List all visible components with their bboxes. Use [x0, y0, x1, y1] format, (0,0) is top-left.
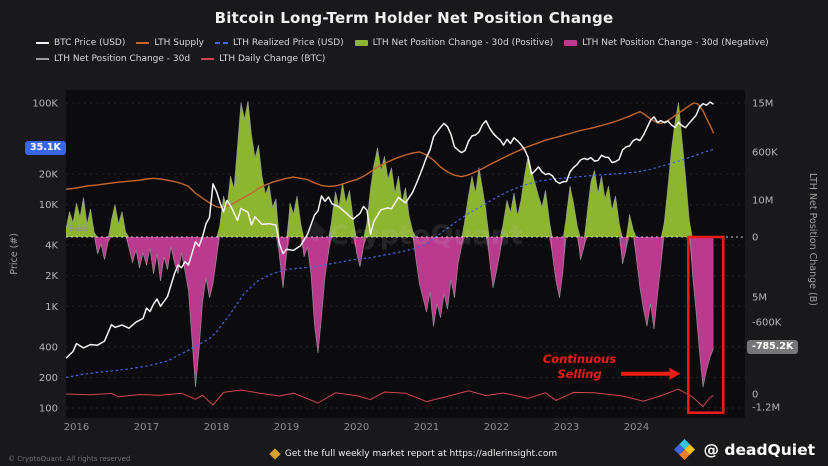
svg-text:2K: 2K [45, 271, 58, 282]
svg-text:10M: 10M [752, 196, 773, 207]
legend-item-lth-supply[interactable]: LTH Supply [136, 38, 204, 48]
legend-row-1: BTC Price (USD) LTH Supply LTH Realized … [36, 38, 822, 48]
svg-text:2024: 2024 [624, 422, 649, 433]
svg-text:1K: 1K [45, 302, 58, 313]
legend-item-npc-positive[interactable]: LTH Net Position Change - 30d (Positive) [354, 38, 554, 48]
realized-price-current-badge: 35.1K [25, 141, 66, 156]
svg-text:2022: 2022 [484, 422, 509, 433]
svg-text:2019: 2019 [274, 422, 299, 433]
gridlines [66, 102, 745, 409]
legend-label: LTH Realized Price (USD) [232, 38, 344, 48]
legend-label: LTH Net Position Change - 30d (Negative) [582, 38, 769, 48]
svg-text:2020: 2020 [344, 422, 369, 433]
right-axis-ticks: 15M 10M 5M 0 600K 0 -600K -1.2M [752, 99, 782, 414]
svg-text:200: 200 [39, 373, 58, 384]
x-axis-ticks: 2016 2017 2018 2019 2020 2021 2022 2023 2024 [64, 422, 649, 433]
legend-marker [36, 42, 49, 44]
legend-label: LTH Net Position Change - 30d (Positive) [372, 38, 554, 48]
svg-text:0: 0 [752, 233, 758, 244]
right-axis-title: LTH Net Position Change (B) [807, 173, 818, 306]
brand-text: @ deadQuiet [703, 440, 815, 459]
legend-item-daily-change[interactable]: LTH Daily Change (BTC) [201, 54, 325, 64]
brand-signature: @ deadQuiet [674, 439, 815, 460]
svg-text:2023: 2023 [554, 422, 579, 433]
svg-text:4K: 4K [45, 241, 58, 252]
svg-text:400: 400 [39, 342, 58, 353]
legend-label: BTC Price (USD) [54, 38, 126, 48]
svg-text:20K: 20K [39, 170, 59, 181]
svg-text:2021: 2021 [414, 422, 439, 433]
left-axis-title: Price (#) [9, 233, 20, 275]
daily-change-line [66, 388, 714, 408]
left-axis-ticks: 100K 20K 10K 4K 2K 1K 400 200 100 [32, 99, 58, 415]
base-label: Base [69, 224, 89, 233]
svg-text:-1.2M: -1.2M [752, 403, 780, 414]
legend-label: LTH Daily Change (BTC) [219, 54, 326, 64]
npc-outline-line [66, 100, 714, 388]
legend-label: LTH Supply [154, 38, 204, 48]
lth-supply-line [66, 102, 715, 209]
legend-item-btc-price[interactable]: BTC Price (USD) [36, 38, 125, 48]
svg-text:0: 0 [752, 390, 758, 401]
svg-text:100K: 100K [32, 99, 58, 110]
svg-text:2016: 2016 [64, 422, 89, 433]
legend: BTC Price (USD) LTH Supply LTH Realized … [36, 38, 822, 64]
svg-text:2018: 2018 [204, 422, 229, 433]
legend-marker [354, 40, 368, 46]
series-layer [66, 100, 715, 408]
chart-title: Bitcoin Long-Term Holder Net Position Ch… [214, 9, 614, 27]
legend-item-npc-line[interactable]: LTH Net Position Change - 30d [36, 54, 190, 64]
annotation-line-1: Continuous [542, 352, 617, 366]
highlight-box [687, 235, 725, 414]
legend-marker [201, 58, 215, 60]
svg-text:-600K: -600K [752, 318, 782, 329]
svg-text:600K: 600K [752, 148, 778, 159]
report-link[interactable]: Get the full weekly market report at htt… [0, 448, 828, 460]
cryptoquant-watermark: CryptoQuant [329, 220, 523, 251]
report-link-text: Get the full weekly market report at htt… [284, 449, 558, 459]
deadquiet-logo-icon [674, 439, 696, 460]
legend-marker [136, 42, 150, 44]
svg-text:10K: 10K [39, 200, 59, 211]
legend-item-npc-negative[interactable]: LTH Net Position Change - 30d (Negative) [564, 38, 769, 48]
cryptoquant-logo-icon [269, 448, 281, 460]
legend-label: LTH Net Position Change - 30d [54, 54, 191, 64]
svg-text:5M: 5M [752, 293, 767, 304]
svg-text:100: 100 [39, 404, 58, 415]
legend-item-lth-realized-price[interactable]: LTH Realized Price (USD) [214, 38, 344, 48]
continuous-selling-annotation: Continuous Selling [532, 352, 627, 382]
svg-text:2017: 2017 [134, 422, 159, 433]
copyright-text: © CryptoQuant. All rights reserved [8, 455, 131, 463]
npc-negative-area [66, 237, 714, 388]
legend-marker [214, 42, 228, 44]
legend-marker [564, 40, 578, 46]
btc-price-line [66, 101, 714, 359]
svg-text:15M: 15M [752, 99, 773, 110]
annotation-arrowhead [669, 367, 681, 380]
legend-marker [36, 58, 49, 60]
npc-current-value-badge: -785.2K [747, 340, 799, 355]
annotation-line-2: Selling [557, 366, 602, 381]
legend-row-2: LTH Net Position Change - 30d LTH Daily … [36, 54, 822, 64]
